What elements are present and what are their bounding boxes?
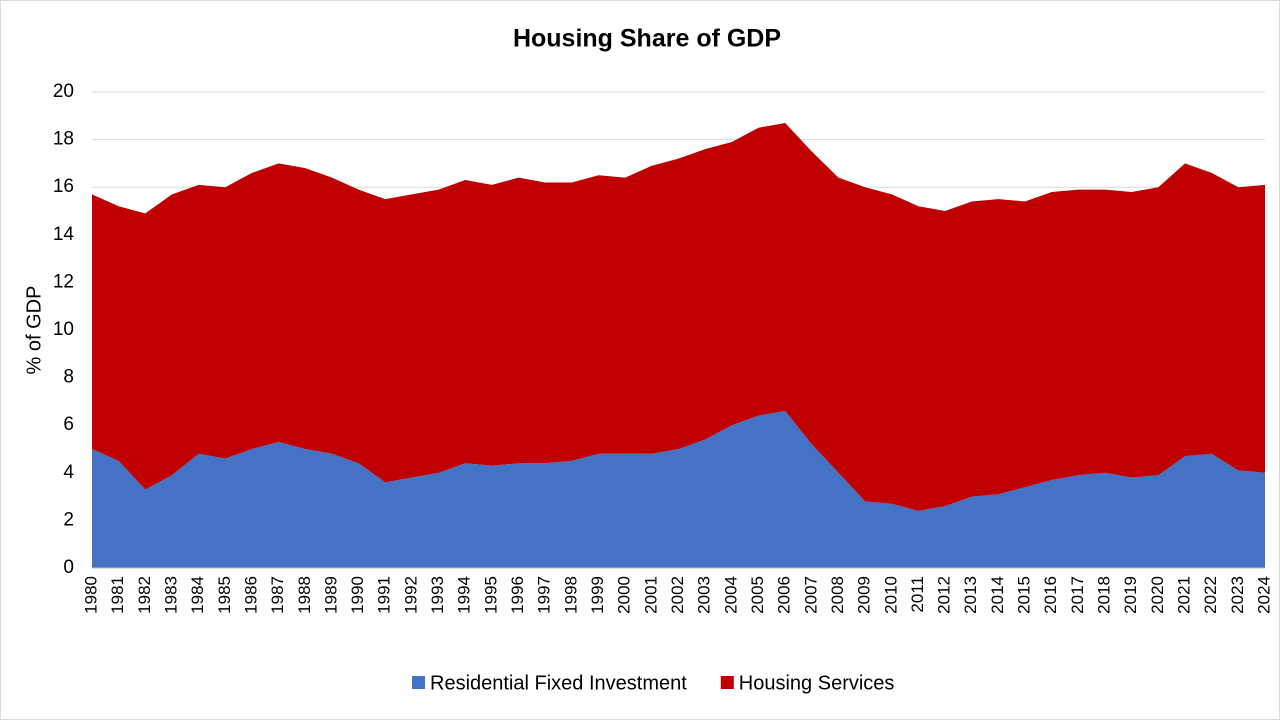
x-tick-label: 2007	[801, 576, 820, 614]
y-tick-label: 8	[63, 367, 74, 388]
x-tick-label: 1987	[268, 576, 287, 614]
y-tick-label: 12	[53, 271, 74, 292]
x-tick-label: 2019	[1121, 576, 1140, 614]
x-tick-label: 2011	[908, 576, 927, 613]
x-tick-label: 1989	[321, 576, 340, 614]
y-tick-label: 14	[53, 224, 75, 245]
x-tick-label: 1997	[535, 576, 554, 614]
x-tick-label: 1996	[508, 576, 527, 614]
area	[92, 122, 1265, 511]
y-tick-label: 18	[53, 129, 74, 150]
y-tick-label: 10	[53, 319, 74, 340]
x-tick-label: 1991	[375, 576, 394, 614]
y-tick-label: 0	[63, 557, 74, 578]
x-tick-label: 1988	[295, 576, 314, 614]
x-tick-label: 1982	[135, 576, 154, 614]
y-axis-label: % of GDP	[23, 286, 45, 375]
x-tick-label: 2008	[828, 576, 847, 614]
x-tick-label: 2004	[721, 576, 740, 614]
x-tick-label: 2013	[961, 576, 980, 614]
x-tick-label: 2016	[1041, 576, 1060, 614]
x-tick-label: 1992	[401, 576, 420, 614]
y-tick-label: 2	[63, 509, 74, 530]
x-tick-label: 2012	[935, 576, 954, 614]
x-tick-label: 2000	[615, 576, 634, 614]
x-tick-label: 2024	[1254, 576, 1273, 614]
x-tick-label: 2005	[748, 576, 767, 614]
legend-swatch	[412, 676, 425, 689]
y-tick-label: 16	[53, 176, 74, 197]
x-tick-label: 2009	[855, 576, 874, 614]
x-tick-label: 1980	[81, 576, 100, 614]
x-tick-label: 2023	[1228, 576, 1247, 614]
x-tick-label: 2017	[1068, 576, 1087, 614]
x-tick-label: 2020	[1148, 576, 1167, 614]
y-tick-label: 4	[63, 462, 74, 483]
x-tick-label: 2003	[695, 576, 714, 614]
x-tick-label: 1990	[348, 576, 367, 614]
legend-label: Residential Fixed Investment	[430, 672, 687, 694]
x-tick-label: 2021	[1175, 576, 1194, 614]
x-tick-label: 1986	[241, 576, 260, 614]
legend-label: Housing Services	[739, 672, 895, 694]
x-tick-label: 1985	[215, 576, 234, 614]
x-tick-label: 1993	[428, 576, 447, 614]
x-tick-label: 1999	[588, 576, 607, 614]
x-tick-label: 2001	[641, 576, 660, 614]
x-tick-label: 2006	[775, 576, 794, 614]
legend-swatch	[720, 676, 734, 689]
x-tick-label: 1983	[161, 576, 180, 614]
x-tick-label: 2018	[1095, 576, 1114, 614]
x-tick-label: 2015	[1015, 576, 1034, 614]
x-tick-label: 2010	[881, 576, 900, 614]
x-tick-label: 1998	[561, 576, 580, 614]
x-tick-label: 2002	[668, 576, 687, 614]
x-tick-label: 2022	[1201, 576, 1220, 614]
x-tick-label: 1994	[455, 576, 474, 614]
area	[92, 410, 1265, 568]
x-tick-label: 1995	[481, 576, 500, 614]
x-tick-label: 2014	[988, 576, 1007, 614]
y-tick-label: 20	[53, 81, 74, 102]
x-tick-label: 1984	[188, 576, 207, 614]
y-tick-label: 6	[63, 414, 74, 435]
chart-title: Housing Share of GDP	[513, 25, 781, 53]
x-tick-label: 1981	[108, 576, 127, 614]
